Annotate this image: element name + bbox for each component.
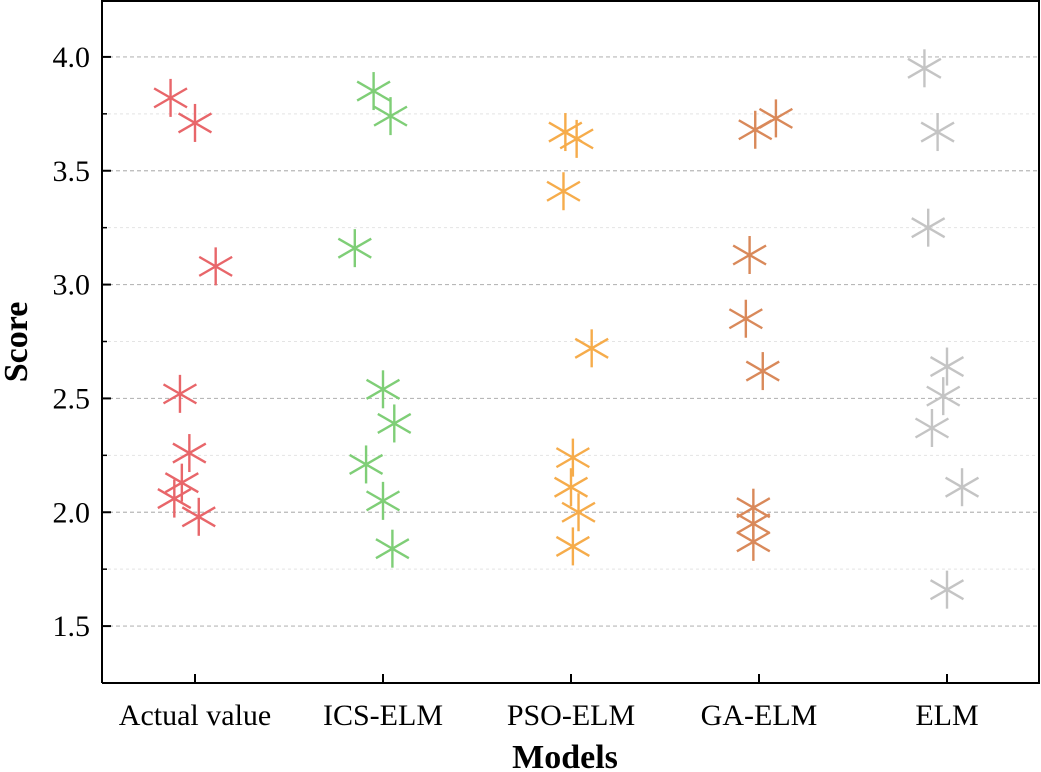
x-tick-label: ICS-ELM <box>323 699 443 732</box>
data-point <box>365 370 401 409</box>
data-point <box>911 208 946 247</box>
data-point <box>375 529 410 568</box>
x-tick-label: PSO-ELM <box>507 699 635 732</box>
asterisk-stroke <box>375 538 410 560</box>
data-points <box>153 49 980 609</box>
asterisk-stroke <box>365 378 401 400</box>
asterisk-stroke <box>337 237 372 259</box>
asterisk-stroke <box>574 337 609 359</box>
asterisk-stroke <box>728 308 763 330</box>
asterisk-stroke <box>162 383 198 405</box>
data-point <box>181 497 216 536</box>
asterisk-stroke <box>555 447 590 469</box>
asterisk-stroke <box>555 535 590 557</box>
data-point <box>555 527 590 566</box>
data-point <box>546 172 581 211</box>
asterisk-stroke <box>738 119 773 141</box>
x-tick-label: ELM <box>915 699 978 732</box>
asterisk-stroke <box>198 255 233 277</box>
data-point <box>929 570 965 609</box>
asterisk-stroke <box>914 417 950 439</box>
asterisk-stroke <box>365 490 401 512</box>
y-ticks: 1.5 2.0 2.5 3.0 3.5 4.0 <box>53 0 111 684</box>
data-point <box>373 97 408 136</box>
data-point <box>920 113 955 152</box>
asterisk-stroke <box>373 105 408 127</box>
y-axis-title: Score <box>0 302 35 383</box>
data-point <box>728 299 763 338</box>
y-tick-label: 4.0 <box>53 41 91 74</box>
data-point <box>736 522 771 561</box>
asterisk-stroke <box>377 412 412 434</box>
asterisk-stroke <box>546 180 581 202</box>
data-point <box>561 493 596 532</box>
asterisk-stroke <box>907 57 942 79</box>
asterisk-stroke <box>157 488 192 510</box>
data-point <box>907 49 942 88</box>
asterisk-stroke <box>929 579 965 601</box>
y-tick-label: 1.5 <box>53 610 91 643</box>
data-point <box>914 409 950 448</box>
x-axis-title: Models <box>512 739 618 772</box>
asterisk-stroke <box>736 531 771 553</box>
data-point <box>559 119 594 158</box>
data-point <box>745 352 780 391</box>
series-ics-elm <box>337 72 412 568</box>
x-tick-label: Actual value <box>119 699 271 732</box>
data-point <box>758 99 793 138</box>
data-point <box>349 445 384 484</box>
asterisk-stroke <box>177 112 213 134</box>
asterisk-stroke <box>944 476 980 498</box>
data-point <box>157 479 192 518</box>
data-point <box>377 404 412 443</box>
grid-lines <box>102 56 1040 627</box>
data-point <box>153 78 188 117</box>
data-point <box>553 468 589 507</box>
data-point <box>162 374 198 413</box>
y-tick-label: 2.5 <box>53 382 91 415</box>
x-tick-label: GA-ELM <box>701 699 818 732</box>
data-point <box>555 438 590 477</box>
asterisk-stroke <box>559 128 594 150</box>
y-tick-label: 2.0 <box>53 496 91 529</box>
data-point <box>732 235 767 274</box>
asterisk-stroke <box>732 244 767 266</box>
asterisk-stroke <box>356 80 391 102</box>
data-point <box>337 229 372 268</box>
data-point <box>929 347 965 386</box>
series-pso-elm <box>546 113 609 566</box>
data-point <box>177 103 213 142</box>
series-ga-elm <box>728 99 793 561</box>
asterisk-stroke <box>164 472 199 494</box>
x-ticks: Actual value ICS-ELM PSO-ELM GA-ELM ELM <box>119 674 979 732</box>
asterisk-stroke <box>553 476 589 498</box>
data-point <box>198 247 233 286</box>
data-point <box>926 377 961 416</box>
asterisk-stroke <box>911 217 946 239</box>
asterisk-stroke <box>745 360 780 382</box>
data-point <box>172 434 207 473</box>
y-tick-label: 3.0 <box>53 269 91 302</box>
asterisk-stroke <box>758 107 793 129</box>
minor-grid-lines <box>102 0 1040 684</box>
data-point <box>574 329 609 368</box>
asterisk-stroke <box>181 506 216 528</box>
series-elm <box>907 49 980 609</box>
asterisk-stroke <box>153 87 188 109</box>
asterisk-stroke <box>172 442 207 464</box>
data-point <box>356 72 391 111</box>
asterisk-stroke <box>561 501 596 523</box>
series-actual-value <box>153 78 233 536</box>
data-point <box>944 468 980 507</box>
asterisk-stroke <box>349 453 384 475</box>
asterisk-stroke <box>926 385 961 407</box>
y-tick-label: 3.5 <box>53 155 91 188</box>
asterisk-stroke <box>920 121 955 143</box>
asterisk-stroke <box>929 356 965 378</box>
data-point <box>365 481 401 520</box>
